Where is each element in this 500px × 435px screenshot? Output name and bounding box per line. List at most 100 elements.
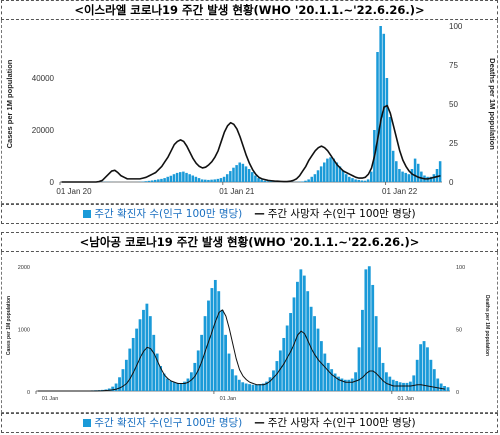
case-bar (241, 382, 245, 391)
case-bar (234, 375, 238, 391)
case-bar (384, 372, 388, 391)
case-bar (443, 386, 446, 391)
case-bar (369, 171, 373, 182)
case-bar (148, 316, 152, 391)
case-bar (330, 369, 334, 391)
case-bar (257, 178, 260, 182)
case-bar (420, 171, 423, 182)
south-africa-chart-svg: 0 1000 2000 0 50 100 01 Jan 01 Jan 01 Jan Cases p… (6, 265, 490, 402)
case-bar (222, 176, 226, 182)
x-tick-label: 01 Jan (220, 396, 237, 402)
y-tick-label: 1000 (18, 328, 30, 334)
case-bar (316, 170, 320, 182)
case-bar (265, 381, 269, 391)
case-bar (432, 369, 436, 391)
legend-bar-label: 주간 확진자 수(인구 100만 명당) (94, 417, 243, 429)
case-bar (371, 284, 375, 391)
chart-plot-area: 0 20000 40000 0 25 50 75 100 01 Jan 20 01 Jan 21 0… (1, 20, 498, 204)
case-bar (153, 179, 157, 182)
case-bar (176, 382, 180, 391)
case-bar (121, 369, 125, 391)
case-bar (364, 269, 368, 391)
y2-tick-label: 0 (449, 178, 454, 187)
case-bar (144, 181, 148, 182)
legend-line-swatch: — (254, 417, 265, 429)
case-bar (183, 381, 186, 391)
case-bar (343, 379, 347, 391)
case-bar (376, 52, 379, 182)
chart-legend: 주간 확진자 수(인구 100만 명당) — 주간 사망자 수(인구 100만 명당… (1, 413, 498, 433)
case-bar (266, 181, 270, 182)
y-tick-label: 2000 (18, 265, 30, 271)
case-bar (217, 291, 221, 391)
death-line (37, 309, 445, 392)
case-bar (200, 179, 204, 182)
case-bar (169, 175, 173, 182)
case-bar (248, 384, 251, 391)
case-bar (268, 377, 272, 391)
case-bar (402, 382, 405, 391)
legend-line-label: 주간 사망자 수(인구 100만 명당) (267, 208, 416, 220)
case-bar (357, 179, 360, 182)
case-bar (333, 373, 337, 391)
y-tick-label: 0 (27, 390, 30, 396)
case-bar (163, 178, 166, 182)
case-bar (366, 179, 370, 182)
case-bar (385, 78, 389, 182)
case-bar (166, 176, 169, 182)
case-bar (388, 376, 392, 391)
chart-title: <남아공 코로나19 주간 발생 현황(WHO '20.1.1.~'22.6.2… (1, 232, 498, 252)
case-bar (254, 175, 257, 182)
legend-bar-label: 주간 확진자 수(인구 100만 명당) (94, 208, 243, 220)
israel-panel: <이스라엘 코로나19 주간 발생 현황(WHO '20.1.1.~'22.6.… (1, 0, 498, 225)
death-line (61, 104, 441, 183)
x-tick-label: 01 Jan 20 (56, 187, 92, 196)
case-bar (340, 378, 344, 391)
case-bar (247, 169, 251, 182)
case-bar (237, 379, 241, 391)
case-bar (335, 162, 339, 182)
case-bar (435, 169, 439, 182)
case-bar (227, 353, 231, 391)
case-bar (138, 319, 142, 391)
case-bar (107, 388, 111, 391)
case-bar (203, 316, 207, 391)
y2-axis-title: Deaths per 1M population (488, 58, 497, 150)
case-bar (244, 383, 248, 391)
case-bar (413, 158, 417, 182)
case-bar (207, 300, 210, 391)
case-bar (410, 169, 414, 182)
case-bar (111, 386, 115, 391)
legend-line-swatch: — (254, 208, 265, 220)
case-bar (323, 353, 327, 391)
case-bar (407, 174, 411, 182)
x-tick-label: 01 Jan 21 (219, 187, 255, 196)
case-bar (326, 362, 330, 391)
case-bar (219, 178, 223, 182)
case-bar (260, 179, 263, 182)
case-bar (304, 180, 307, 182)
case-bar (235, 165, 238, 182)
case-bar (337, 376, 340, 391)
case-bar (251, 172, 254, 182)
israel-chart-svg: 0 20000 40000 0 25 50 75 100 01 Jan 20 01 Jan 21 0… (5, 22, 497, 196)
case-bar (313, 174, 317, 182)
y2-tick-label: 50 (449, 100, 458, 109)
case-bar (412, 375, 416, 391)
case-bar (269, 181, 273, 182)
case-bar (254, 384, 258, 391)
case-bar (229, 171, 232, 182)
case-bar (367, 266, 371, 391)
case-bar (426, 347, 429, 391)
case-bar (225, 174, 229, 182)
case-bar (398, 169, 401, 182)
case-bar (179, 383, 183, 391)
x-tick-label: 01 Jan (42, 396, 59, 402)
case-bar (169, 381, 173, 391)
case-bar (263, 180, 267, 182)
case-bar (238, 162, 242, 182)
y2-tick-label: 50 (456, 328, 462, 334)
case-bar (231, 369, 234, 391)
south-africa-panel: <남아공 코로나19 주간 발생 현황(WHO '20.1.1.~'22.6.2… (1, 232, 498, 435)
case-bar (185, 172, 188, 182)
